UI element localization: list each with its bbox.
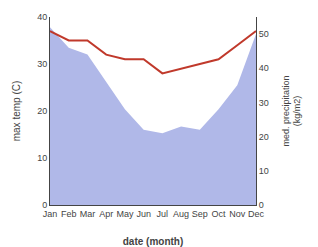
svg-text:med. precipitation(kg/m2): med. precipitation(kg/m2) — [281, 75, 303, 146]
svg-text:0: 0 — [42, 200, 47, 210]
svg-text:20: 20 — [37, 106, 47, 116]
svg-text:date (month): date (month) — [123, 236, 184, 247]
svg-text:Sep: Sep — [192, 209, 208, 219]
svg-text:May: May — [116, 209, 134, 219]
svg-text:Jan: Jan — [43, 209, 58, 219]
svg-text:max temp (C): max temp (C) — [11, 81, 22, 142]
svg-text:Mar: Mar — [80, 209, 96, 219]
svg-text:Nov: Nov — [229, 209, 246, 219]
svg-text:10: 10 — [259, 166, 269, 176]
svg-text:40: 40 — [37, 12, 47, 22]
svg-text:Jun: Jun — [136, 209, 151, 219]
svg-text:50: 50 — [259, 29, 269, 39]
svg-text:10: 10 — [37, 153, 47, 163]
svg-text:0: 0 — [259, 200, 264, 210]
svg-text:20: 20 — [259, 132, 269, 142]
svg-text:Dec: Dec — [248, 209, 265, 219]
svg-text:Jul: Jul — [157, 209, 169, 219]
svg-text:Feb: Feb — [61, 209, 77, 219]
svg-text:30: 30 — [37, 59, 47, 69]
svg-text:40: 40 — [259, 63, 269, 73]
svg-text:Apr: Apr — [99, 209, 113, 219]
svg-text:Oct: Oct — [212, 209, 227, 219]
svg-text:30: 30 — [259, 98, 269, 108]
svg-text:Aug: Aug — [173, 209, 189, 219]
